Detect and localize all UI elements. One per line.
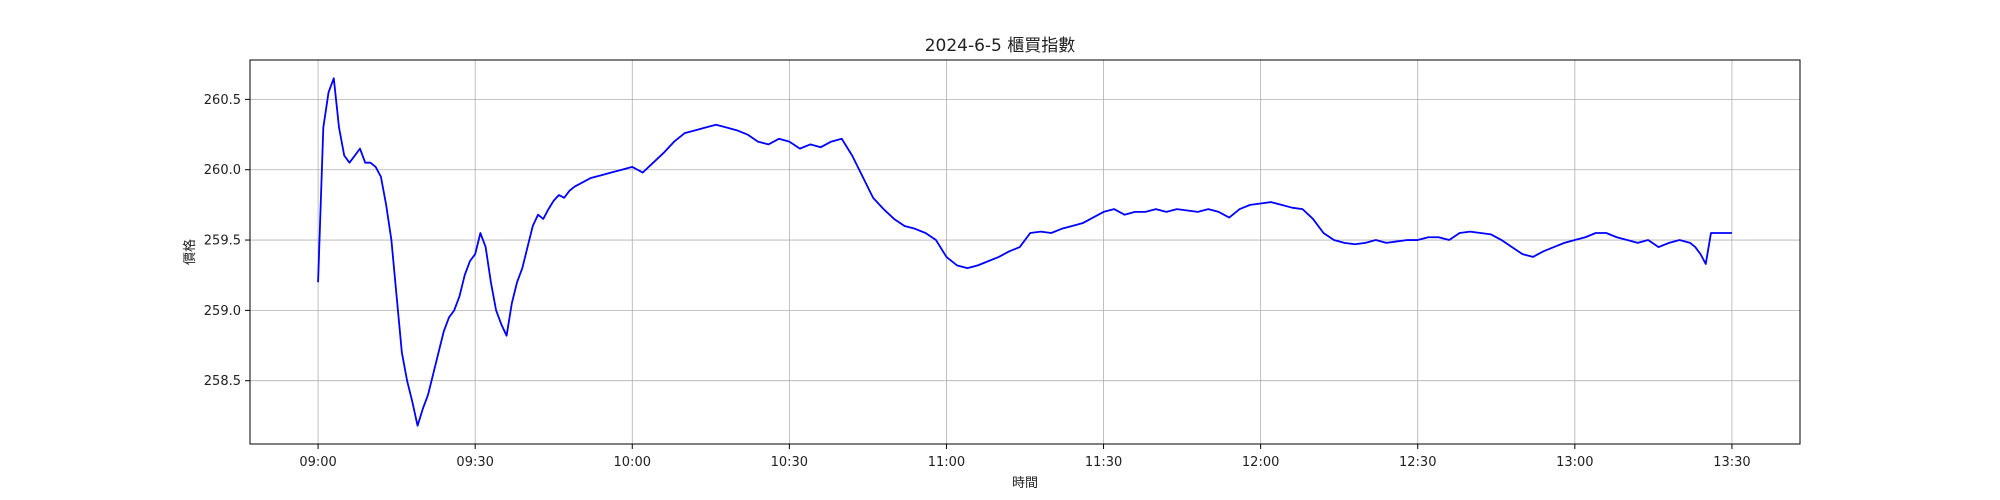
x-tick-label: 12:30 [1399, 455, 1436, 470]
series-line [317, 77, 1732, 427]
y-tick-label: 260.0 [204, 163, 241, 178]
x-tick-label: 12:00 [1242, 455, 1279, 470]
x-tick-label: 11:00 [928, 455, 965, 470]
y-tick-label: 260.5 [204, 93, 241, 108]
grid-lines [250, 60, 1800, 444]
x-tick-label: 10:30 [771, 455, 808, 470]
x-tick-label: 10:00 [614, 455, 651, 470]
x-axis: 09:00 09:30 10:00 10:30 11:00 11:30 12:00 12:30… [299, 444, 1751, 470]
y-tick-label: 258.5 [204, 374, 241, 389]
x-tick-label: 11:30 [1085, 455, 1122, 470]
plot-frame [249, 59, 1801, 445]
y-axis-label: 價格 [182, 239, 198, 265]
y-axis: 258.5 259.0 259.5 260.0 260.5 [204, 93, 250, 389]
data-series [317, 77, 1732, 427]
x-tick-label: 09:30 [456, 455, 493, 470]
x-axis-label: 時間 [1012, 476, 1038, 491]
chart-title: 2024-6-5 櫃買指數 [925, 36, 1076, 56]
x-tick-label: 13:30 [1713, 455, 1750, 470]
y-tick-label: 259.5 [204, 234, 241, 249]
x-tick-label: 09:00 [299, 455, 336, 470]
x-tick-label: 13:00 [1556, 455, 1593, 470]
y-tick-label: 259.0 [204, 304, 241, 319]
